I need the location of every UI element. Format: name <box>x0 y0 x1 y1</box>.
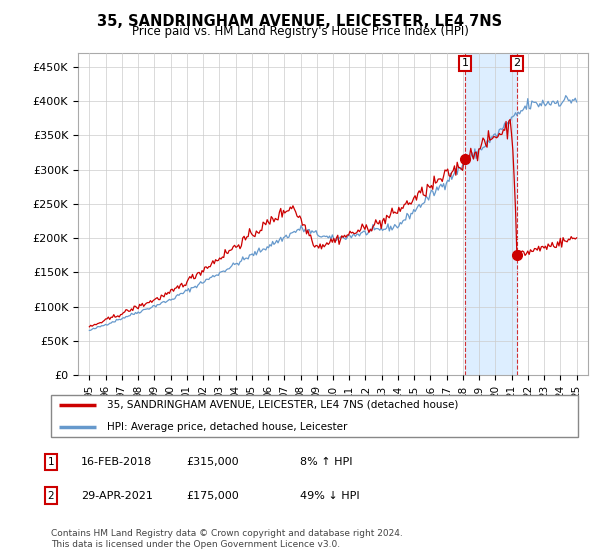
Text: 1: 1 <box>47 457 55 467</box>
FancyBboxPatch shape <box>50 395 578 437</box>
Text: £175,000: £175,000 <box>186 491 239 501</box>
Bar <box>465 53 517 375</box>
Text: 2: 2 <box>514 58 521 68</box>
Text: 29-APR-2021: 29-APR-2021 <box>81 491 153 501</box>
Text: £315,000: £315,000 <box>186 457 239 467</box>
Text: 35, SANDRINGHAM AVENUE, LEICESTER, LE4 7NS: 35, SANDRINGHAM AVENUE, LEICESTER, LE4 7… <box>97 14 503 29</box>
Text: Contains HM Land Registry data © Crown copyright and database right 2024.
This d: Contains HM Land Registry data © Crown c… <box>51 529 403 549</box>
Text: Price paid vs. HM Land Registry's House Price Index (HPI): Price paid vs. HM Land Registry's House … <box>131 25 469 38</box>
Text: HPI: Average price, detached house, Leicester: HPI: Average price, detached house, Leic… <box>107 422 347 432</box>
Text: 1: 1 <box>461 58 469 68</box>
Text: 2: 2 <box>47 491 55 501</box>
Text: 49% ↓ HPI: 49% ↓ HPI <box>300 491 359 501</box>
Text: 35, SANDRINGHAM AVENUE, LEICESTER, LE4 7NS (detached house): 35, SANDRINGHAM AVENUE, LEICESTER, LE4 7… <box>107 400 458 410</box>
Text: 8% ↑ HPI: 8% ↑ HPI <box>300 457 353 467</box>
Text: 16-FEB-2018: 16-FEB-2018 <box>81 457 152 467</box>
